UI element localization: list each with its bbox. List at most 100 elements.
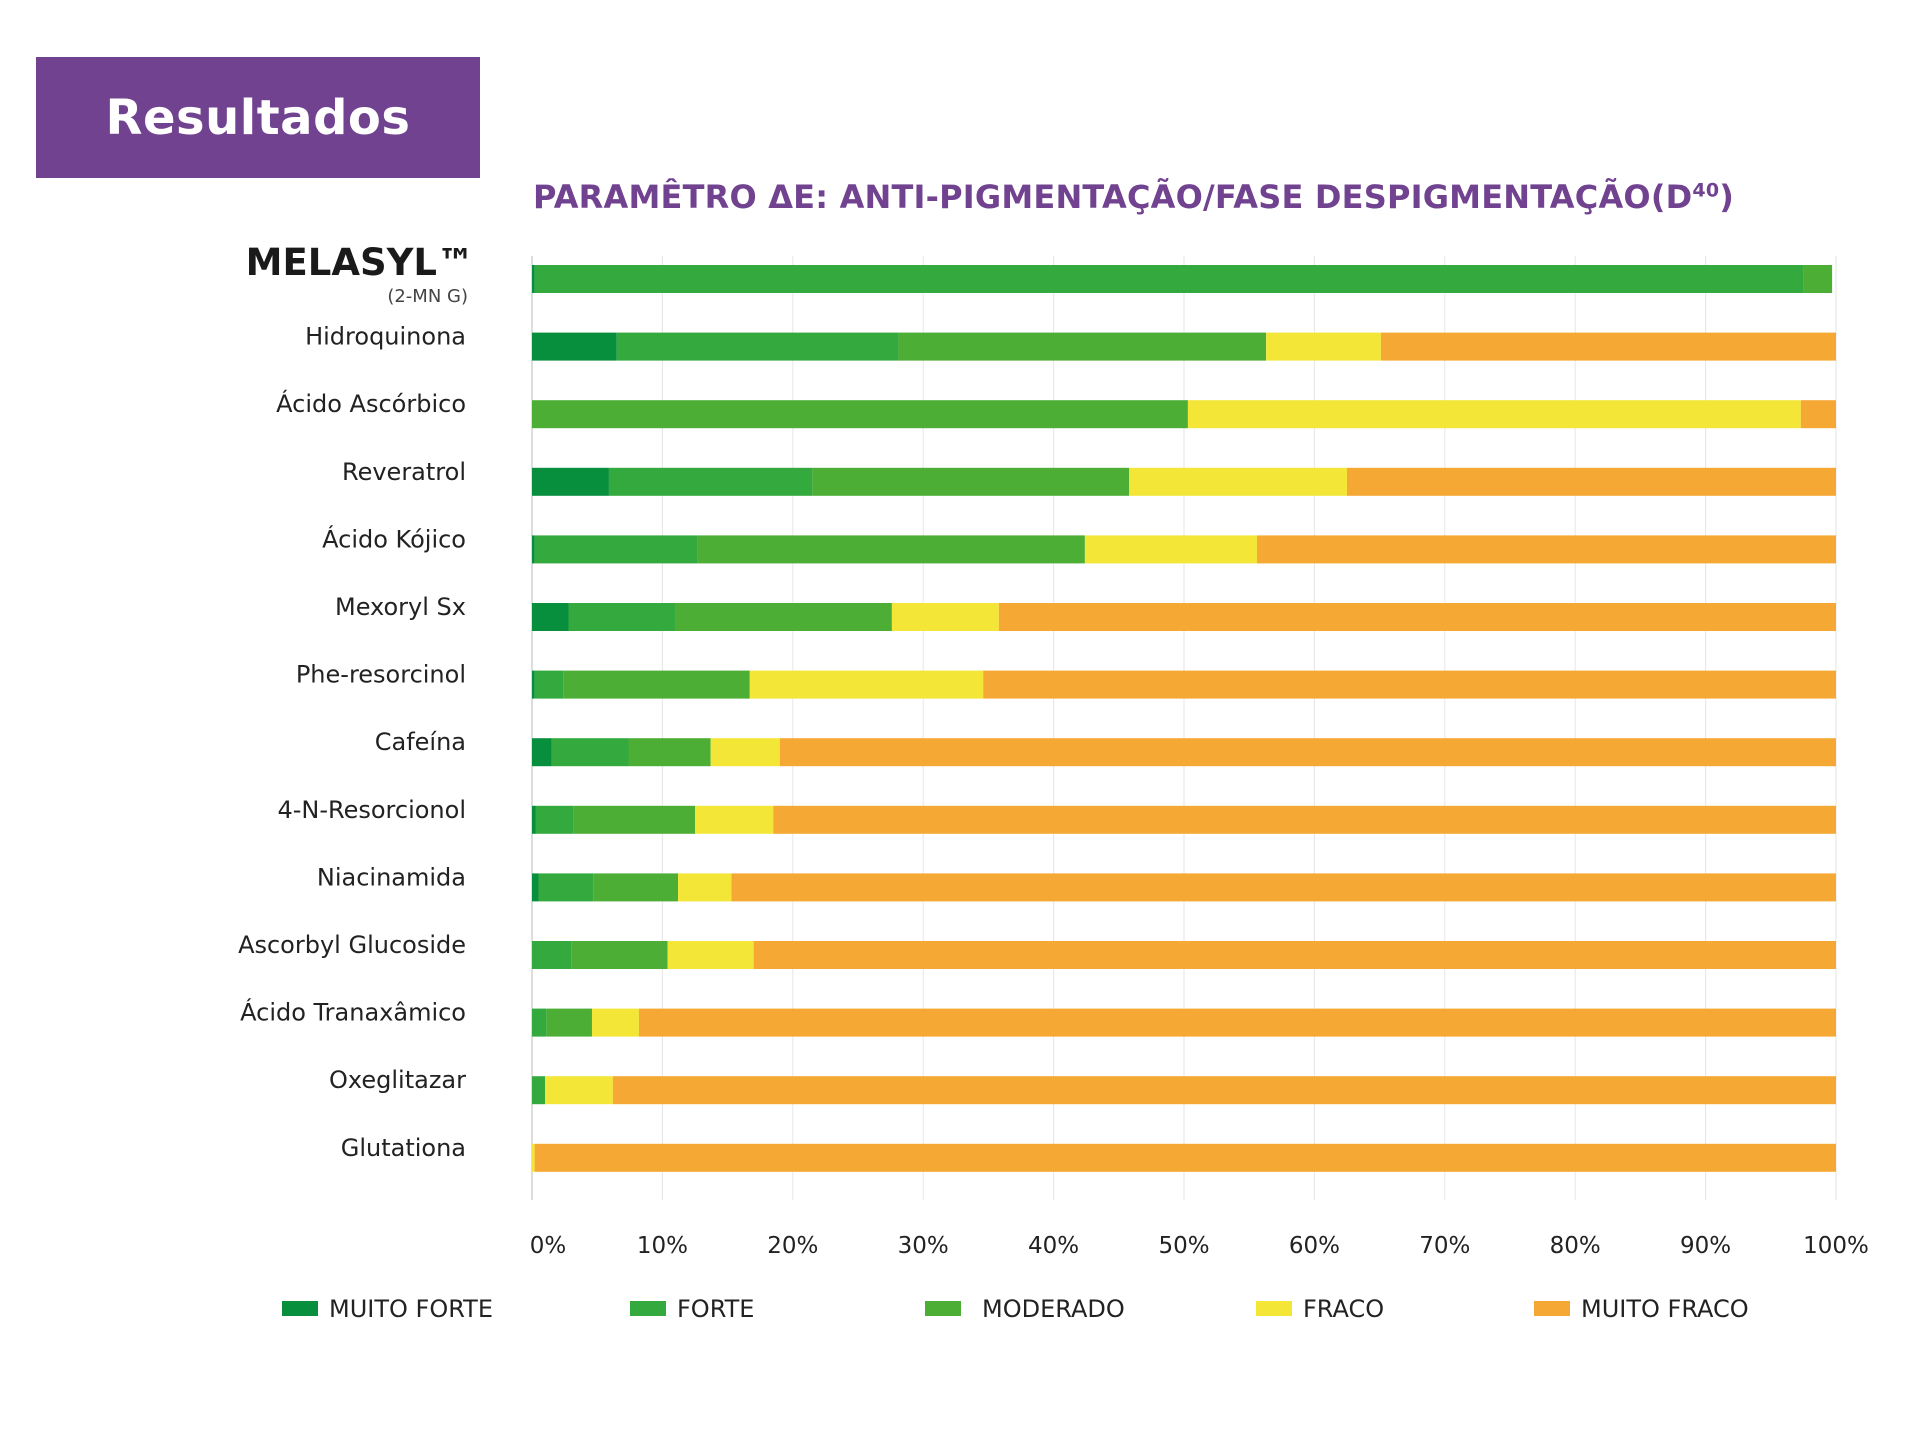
- bar-segment-muito-fraco: [1800, 400, 1836, 429]
- bar-segment-moderado: [697, 535, 1085, 564]
- legend: MUITO FORTE FORTE MODERADO FRACO MUITO FRACO: [282, 1295, 1749, 1323]
- chart-title: PARAMÊTRO ΔE: ANTI-PIGMENTAÇÃO/FASE DESP…: [533, 172, 1833, 222]
- x-tick-label: 100%: [1803, 1233, 1869, 1259]
- bar-segment-moderado: [571, 941, 668, 969]
- bar-segment-forte: [534, 265, 1804, 293]
- bar-segment-fraco: [710, 738, 780, 767]
- bar-segment-fraco: [695, 805, 774, 834]
- bar-segment-muito-fraco: [638, 1008, 1836, 1037]
- x-tick-label: 20%: [767, 1233, 818, 1259]
- bar-segment-moderado: [563, 670, 750, 699]
- category-label: Ácido Kójico: [322, 524, 466, 553]
- bar-segment-forte: [616, 332, 899, 361]
- category-label: MELASYL™: [246, 241, 474, 284]
- bar-segment-forte: [608, 467, 813, 496]
- bar-segment-muito-forte: [532, 265, 535, 293]
- bar-segment-moderado: [593, 873, 679, 902]
- x-tick-label: 0%: [530, 1233, 567, 1259]
- category-label: Mexoryl Sx: [335, 593, 466, 621]
- bar-segment-forte: [551, 738, 629, 767]
- x-tick-label: 30%: [898, 1233, 949, 1259]
- results-header-badge: Resultados: [36, 57, 480, 178]
- bar-segment-moderado: [546, 1008, 592, 1037]
- bar-segment-forte: [535, 805, 574, 834]
- bar-segment-forte: [532, 1076, 546, 1105]
- bar-segment-fraco: [667, 941, 754, 969]
- bar-segment-muito-forte: [532, 738, 552, 767]
- bars-layer: [532, 265, 1837, 1172]
- bar-segment-muito-forte: [532, 805, 536, 834]
- bar-segment-forte: [534, 670, 564, 699]
- legend-swatch: [925, 1301, 961, 1316]
- bar-segment-moderado: [532, 400, 1188, 429]
- category-label: Phe-resorcinol: [296, 661, 466, 689]
- bar-segment-forte: [532, 941, 572, 969]
- category-sublabel: (2-MN G): [387, 286, 468, 307]
- category-label: Niacinamida: [317, 863, 466, 891]
- legend-swatch: [630, 1301, 666, 1316]
- x-tick-label: 90%: [1680, 1233, 1731, 1259]
- legend-label: MUITO FORTE: [329, 1295, 493, 1323]
- chart-title-text: PARAMÊTRO ΔE: ANTI-PIGMENTAÇÃO/FASE DESP…: [533, 178, 1693, 216]
- bar-segment-fraco: [749, 670, 984, 699]
- bar-segment-muito-forte: [532, 603, 569, 631]
- x-tick-label: 80%: [1550, 1233, 1601, 1259]
- bar-segment-fraco: [532, 1143, 535, 1172]
- bar-segment-forte: [568, 603, 676, 631]
- x-tick-label: 60%: [1289, 1233, 1340, 1259]
- bar-segment-muito-fraco: [983, 670, 1836, 699]
- bar-segment-muito-fraco: [731, 873, 1837, 902]
- bar-segment-moderado: [898, 332, 1267, 361]
- bar-segment-fraco: [678, 873, 732, 902]
- bar-segment-muito-fraco: [753, 941, 1837, 969]
- bar-segment-moderado: [573, 805, 695, 834]
- legend-swatch: [282, 1301, 318, 1316]
- legend-label: FORTE: [677, 1295, 754, 1323]
- bar-segment-forte: [538, 873, 594, 902]
- category-label: Hidroquinona: [305, 323, 466, 351]
- chart-title-superscript: 40: [1692, 179, 1720, 202]
- category-label: Ascorbyl Glucoside: [238, 931, 466, 959]
- bar-segment-muito-fraco: [1380, 332, 1836, 361]
- category-label: Cafeína: [375, 728, 466, 756]
- bar-segment-moderado: [1803, 265, 1833, 293]
- bar-segment-muito-fraco: [773, 805, 1836, 834]
- legend-swatch: [1256, 1301, 1292, 1316]
- x-tick-label: 70%: [1419, 1233, 1470, 1259]
- bar-segment-moderado: [628, 738, 711, 767]
- legend-label: FRACO: [1303, 1295, 1384, 1323]
- bar-segment-fraco: [1187, 400, 1801, 429]
- category-label: Oxeglitazar: [329, 1066, 466, 1094]
- bar-segment-muito-forte: [532, 332, 617, 361]
- bar-segment-fraco: [1129, 467, 1347, 496]
- bar-segment-muito-fraco: [612, 1076, 1836, 1105]
- category-labels: MELASYL™(2-MN G) Hidroquinona Ácido Ascórb…: [238, 241, 474, 1162]
- bar-segment-forte: [534, 535, 698, 564]
- bar-segment-muito-forte: [532, 670, 535, 699]
- x-tick-label: 10%: [637, 1233, 688, 1259]
- bar-segment-muito-fraco: [779, 738, 1836, 767]
- bar-segment-forte: [532, 1008, 547, 1037]
- bar-segment-muito-fraco: [1347, 467, 1836, 496]
- bar-segment-fraco: [1084, 535, 1258, 564]
- bar-segment-moderado: [812, 467, 1130, 496]
- chart-title-close: ): [1719, 178, 1735, 216]
- bar-segment-muito-fraco: [534, 1143, 1837, 1172]
- x-axis-ticks: 0% 10% 20% 30% 40% 50% 60% 70% 80% 90% 100%: [530, 1233, 1869, 1259]
- x-tick-label: 40%: [1028, 1233, 1079, 1259]
- bar-segment-muito-forte: [532, 535, 535, 564]
- category-label: Reveratrol: [342, 458, 466, 486]
- bar-segment-fraco: [891, 603, 999, 631]
- category-label: Glutationa: [341, 1134, 466, 1162]
- bar-segment-muito-forte: [532, 873, 539, 902]
- bar-segment-moderado: [675, 603, 892, 631]
- legend-label: MODERADO: [982, 1295, 1125, 1323]
- category-label: 4-N-Resorcionol: [277, 796, 466, 824]
- results-header-label: Resultados: [105, 89, 411, 146]
- bar-segment-fraco: [591, 1008, 639, 1037]
- bar-segment-muito-forte: [532, 467, 609, 496]
- category-label: Ácido Ascórbico: [276, 389, 466, 418]
- bar-segment-muito-fraco: [1257, 535, 1836, 564]
- bar-segment-fraco: [545, 1076, 613, 1105]
